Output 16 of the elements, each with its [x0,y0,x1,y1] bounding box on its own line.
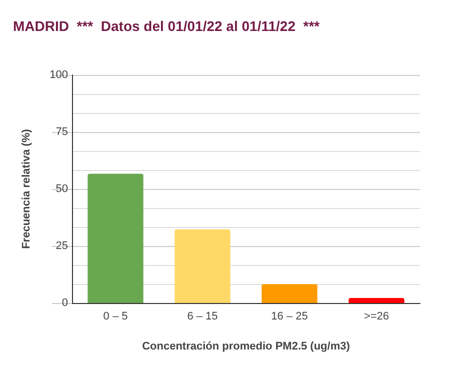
y-tick-label: 25 [56,240,68,252]
bar [88,174,144,303]
x-axis-title: Concentración promedio PM2.5 (ug/m3) [142,340,350,352]
bar [348,298,404,303]
y-tick-label: 75 [56,126,68,138]
x-tick-label: 16 – 25 [271,310,308,322]
x-tick-label: >=26 [364,310,390,322]
bar [174,229,230,303]
x-tick-label: 0 – 5 [103,310,128,322]
bar [262,284,318,303]
y-tick-label: 100 [50,69,68,81]
x-tick-label: 6 – 15 [187,310,218,322]
y-tick-label: 50 [56,183,68,195]
y-tick-label: 0 [62,297,68,309]
chart-title: MADRID *** Datos del 01/01/22 al 01/11/22 *** [13,18,320,34]
y-axis-title: Frecuencia relativa (%) [20,128,32,249]
